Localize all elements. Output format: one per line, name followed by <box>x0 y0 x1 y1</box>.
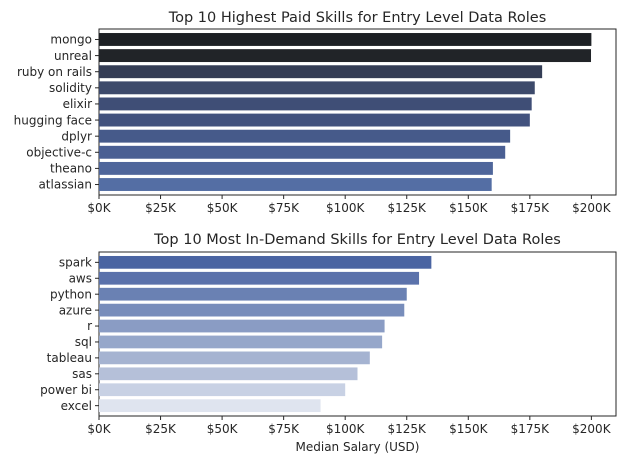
bar-power-bi <box>99 383 346 397</box>
y-tick-label: solidity <box>49 81 92 95</box>
in-demand-skills-chart: Top 10 Most In-Demand Skills for Entry L… <box>40 232 617 454</box>
bar-solidity <box>99 81 535 95</box>
y-tick-label: hugging face <box>14 113 92 127</box>
bar-python <box>99 287 407 301</box>
bar-ruby-on-rails <box>99 65 543 79</box>
bar-r <box>99 319 385 333</box>
x-tick-label: $150K <box>449 422 489 436</box>
x-tick-label: $175K <box>511 201 551 215</box>
bar-spark <box>99 255 432 269</box>
bar-mongo <box>99 33 592 46</box>
x-tick-label: $0K <box>87 201 111 215</box>
x-tick-label: $25K <box>145 422 177 436</box>
x-tick-label: $125K <box>388 422 428 436</box>
y-tick-label: mongo <box>50 33 92 47</box>
chart-title: Top 10 Highest Paid Skills for Entry Lev… <box>168 10 547 26</box>
x-tick-label: $0K <box>87 422 111 436</box>
y-tick-label: objective-c <box>26 145 92 159</box>
y-tick-label: power bi <box>40 383 92 397</box>
bar-hugging-face <box>99 113 530 127</box>
y-tick-label: sas <box>72 367 92 381</box>
bar-aws <box>99 271 420 285</box>
bar-tableau <box>99 351 370 365</box>
y-tick-label: theano <box>50 162 92 176</box>
x-tick-label: $75K <box>268 201 300 215</box>
x-tick-label: $200K <box>572 422 612 436</box>
chart-title: Top 10 Most In-Demand Skills for Entry L… <box>153 232 561 248</box>
bar-sas <box>99 367 358 381</box>
y-tick-label: spark <box>59 256 92 270</box>
plot-frame <box>98 251 617 417</box>
x-tick-label: $75K <box>268 422 300 436</box>
bar-atlassian <box>99 178 492 191</box>
bar-theano <box>99 161 493 175</box>
y-tick-label: python <box>50 287 92 301</box>
plot-frame <box>98 28 617 196</box>
x-tick-label: $200K <box>572 201 612 215</box>
x-tick-label: $50K <box>207 201 239 215</box>
x-tick-label: $125K <box>388 201 428 215</box>
x-tick-label: $100K <box>326 422 366 436</box>
y-tick-label: unreal <box>54 49 92 63</box>
bar-objective-c <box>99 145 506 159</box>
y-tick-label: tableau <box>47 351 92 365</box>
y-tick-label: elixir <box>63 97 92 111</box>
bar-elixir <box>99 97 532 111</box>
x-tick-label: $100K <box>326 201 366 215</box>
x-tick-label: $175K <box>511 422 551 436</box>
y-tick-label: ruby on rails <box>17 65 92 79</box>
y-tick-label: excel <box>61 399 92 413</box>
y-tick-label: azure <box>59 303 92 317</box>
y-tick-label: dplyr <box>61 129 92 143</box>
y-tick-label: sql <box>75 335 92 349</box>
y-tick-label: aws <box>69 271 92 285</box>
y-tick-label: r <box>87 319 92 333</box>
highest-paid-skills-chart: Top 10 Highest Paid Skills for Entry Lev… <box>14 10 617 215</box>
y-tick-label: atlassian <box>38 178 92 192</box>
bar-excel <box>99 399 321 413</box>
x-tick-label: $150K <box>449 201 489 215</box>
bar-azure <box>99 303 405 317</box>
x-axis-label: Median Salary (USD) <box>296 440 420 454</box>
bar-sql <box>99 335 383 349</box>
bar-dplyr <box>99 129 511 143</box>
x-tick-label: $50K <box>207 422 239 436</box>
x-tick-label: $25K <box>145 201 177 215</box>
bar-unreal <box>99 49 592 63</box>
